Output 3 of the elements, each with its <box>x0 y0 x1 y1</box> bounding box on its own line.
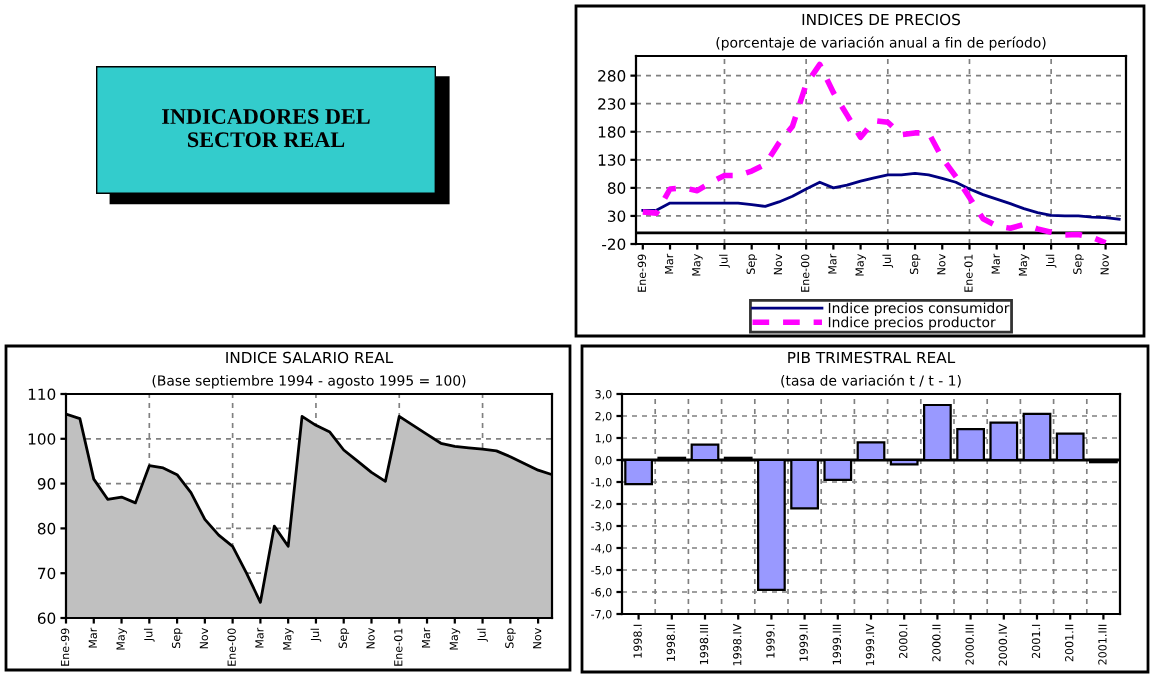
line-series <box>640 61 1109 244</box>
text: INDICADORES DEL SECTOR REAL <box>162 109 370 148</box>
line-series <box>641 171 1121 221</box>
